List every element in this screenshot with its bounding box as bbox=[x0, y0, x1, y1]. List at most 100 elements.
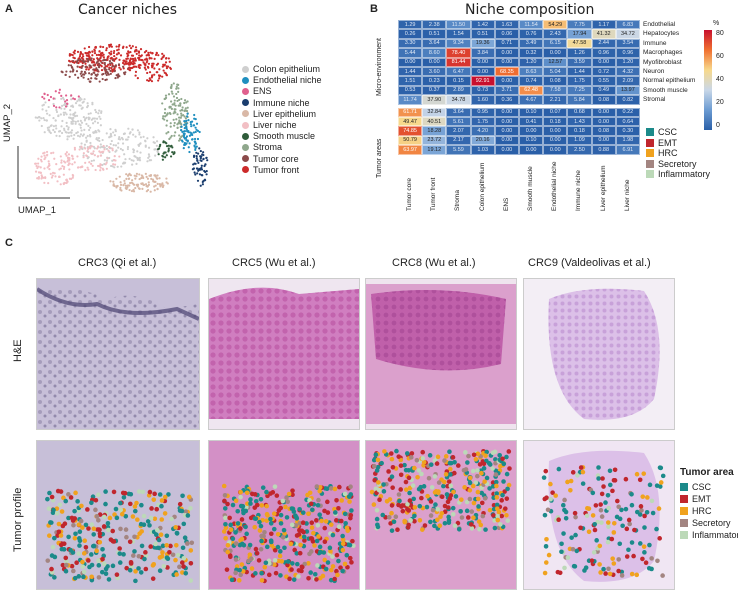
tumor-spot bbox=[634, 471, 640, 477]
umap-point bbox=[109, 142, 112, 146]
tumor-spot bbox=[157, 492, 163, 497]
tumor-spot bbox=[101, 524, 107, 529]
tumor-spot bbox=[301, 529, 306, 535]
umap-point bbox=[69, 70, 72, 73]
tumor-spot bbox=[427, 453, 433, 458]
tumor-spot bbox=[350, 538, 355, 544]
umap-point bbox=[69, 108, 72, 112]
tumor-spot bbox=[72, 535, 78, 541]
tumor-legend-b-swatch bbox=[646, 170, 654, 178]
tumor-spot bbox=[96, 563, 102, 568]
umap-point bbox=[187, 119, 190, 122]
umap-point bbox=[152, 136, 155, 139]
umap-point bbox=[71, 176, 74, 179]
tumor-spot bbox=[136, 489, 142, 494]
tumor-spot bbox=[150, 576, 156, 581]
tumor-spot bbox=[302, 561, 308, 567]
tumor-spot bbox=[252, 505, 258, 510]
tumor-spot bbox=[451, 489, 456, 495]
tumor-spot bbox=[611, 520, 617, 526]
umap-point bbox=[129, 58, 132, 61]
umap-point bbox=[138, 173, 141, 176]
heatmap-cell: 74.85 bbox=[398, 126, 423, 136]
tumor-spot bbox=[348, 512, 354, 518]
umap-point bbox=[183, 115, 186, 118]
umap-point bbox=[70, 105, 73, 108]
tumor-spot bbox=[113, 506, 119, 512]
umap-point bbox=[135, 172, 139, 175]
umap-point bbox=[95, 74, 98, 78]
tumor-spot bbox=[477, 526, 482, 532]
tumor-spot bbox=[389, 474, 395, 480]
tumor-spot bbox=[297, 506, 302, 512]
tumor-spot bbox=[230, 502, 236, 508]
tumor-spot bbox=[400, 503, 405, 508]
tumor-spot bbox=[120, 490, 126, 496]
umap-point bbox=[103, 61, 106, 65]
umap-point bbox=[65, 121, 68, 124]
umap-point bbox=[173, 99, 176, 102]
umap-point bbox=[140, 54, 143, 57]
tumor-spot bbox=[233, 570, 238, 576]
umap-point bbox=[173, 108, 176, 111]
tumor-spot bbox=[428, 513, 434, 518]
tumor-spot bbox=[592, 521, 598, 527]
umap-point bbox=[125, 46, 128, 49]
umap-point bbox=[60, 70, 63, 73]
umap-point bbox=[110, 139, 113, 143]
tumor-spot bbox=[264, 518, 270, 523]
heatmap-cell: 1.43 bbox=[567, 117, 592, 127]
tumor-spot bbox=[223, 525, 229, 531]
tumor-spot bbox=[175, 552, 181, 558]
heatmap-cell: 0.00 bbox=[494, 145, 519, 155]
umap-point bbox=[50, 152, 53, 155]
tumor-spot bbox=[62, 521, 68, 526]
tumor-spot bbox=[334, 568, 339, 574]
umap-point bbox=[92, 64, 95, 67]
umap-point bbox=[46, 93, 49, 97]
umap-point bbox=[97, 112, 100, 115]
heatmap-cell: 0.10 bbox=[519, 107, 544, 117]
heatmap-cell: 0.64 bbox=[615, 117, 640, 127]
tumor-spot bbox=[97, 531, 103, 536]
umap-point bbox=[114, 159, 117, 162]
umap-point bbox=[118, 66, 121, 69]
umap-legend-item: Liver epithelium bbox=[242, 109, 316, 119]
umap-point bbox=[183, 99, 187, 102]
tumor-spot bbox=[259, 538, 264, 544]
tumor-spot bbox=[243, 524, 248, 530]
umap-point bbox=[129, 131, 132, 134]
tumor-spot bbox=[507, 466, 512, 471]
tumor-spot bbox=[263, 560, 269, 566]
umap-point bbox=[126, 52, 129, 55]
tumor-spot bbox=[105, 564, 110, 569]
umap-point bbox=[82, 156, 85, 159]
tumor-spot bbox=[330, 554, 335, 559]
tumor-spot bbox=[302, 538, 307, 543]
heatmap-cell: 18.28 bbox=[422, 126, 447, 136]
tumor-spot bbox=[386, 469, 391, 474]
umap-point bbox=[131, 66, 134, 69]
heatmap-cell: 54.29 bbox=[543, 20, 568, 30]
umap-legend-item: ENS bbox=[242, 86, 272, 96]
tumor-spot bbox=[402, 462, 407, 468]
umap-point bbox=[99, 59, 102, 62]
tumor-spot bbox=[83, 545, 89, 550]
umap-point bbox=[101, 167, 104, 170]
tumor-spot bbox=[543, 560, 549, 565]
tumor-spot bbox=[650, 510, 656, 516]
umap-point bbox=[44, 101, 47, 104]
umap-point bbox=[125, 177, 128, 180]
heatmap-cell: 34.72 bbox=[615, 29, 640, 39]
umap-point bbox=[193, 113, 196, 117]
umap-point bbox=[52, 128, 55, 132]
tumor-spot bbox=[252, 524, 258, 530]
heatmap-cell: 32.84 bbox=[422, 107, 447, 117]
umap-point bbox=[202, 179, 205, 183]
umap-point bbox=[169, 106, 172, 109]
tumor-spot bbox=[158, 532, 164, 538]
umap-point bbox=[183, 127, 186, 130]
tumor-spot bbox=[159, 554, 165, 559]
umap-point bbox=[118, 155, 121, 158]
umap-point bbox=[63, 127, 66, 130]
